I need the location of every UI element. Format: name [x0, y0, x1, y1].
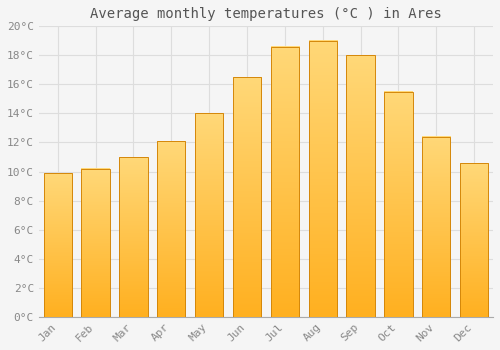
- Bar: [157, 141, 186, 317]
- Bar: [460, 163, 488, 317]
- Bar: [119, 157, 148, 317]
- Bar: [384, 92, 412, 317]
- Bar: [270, 47, 299, 317]
- Bar: [195, 113, 224, 317]
- Bar: [308, 41, 337, 317]
- Bar: [346, 55, 375, 317]
- Title: Average monthly temperatures (°C ) in Ares: Average monthly temperatures (°C ) in Ar…: [90, 7, 442, 21]
- Bar: [233, 77, 261, 317]
- Bar: [44, 173, 72, 317]
- Bar: [82, 169, 110, 317]
- Bar: [422, 137, 450, 317]
